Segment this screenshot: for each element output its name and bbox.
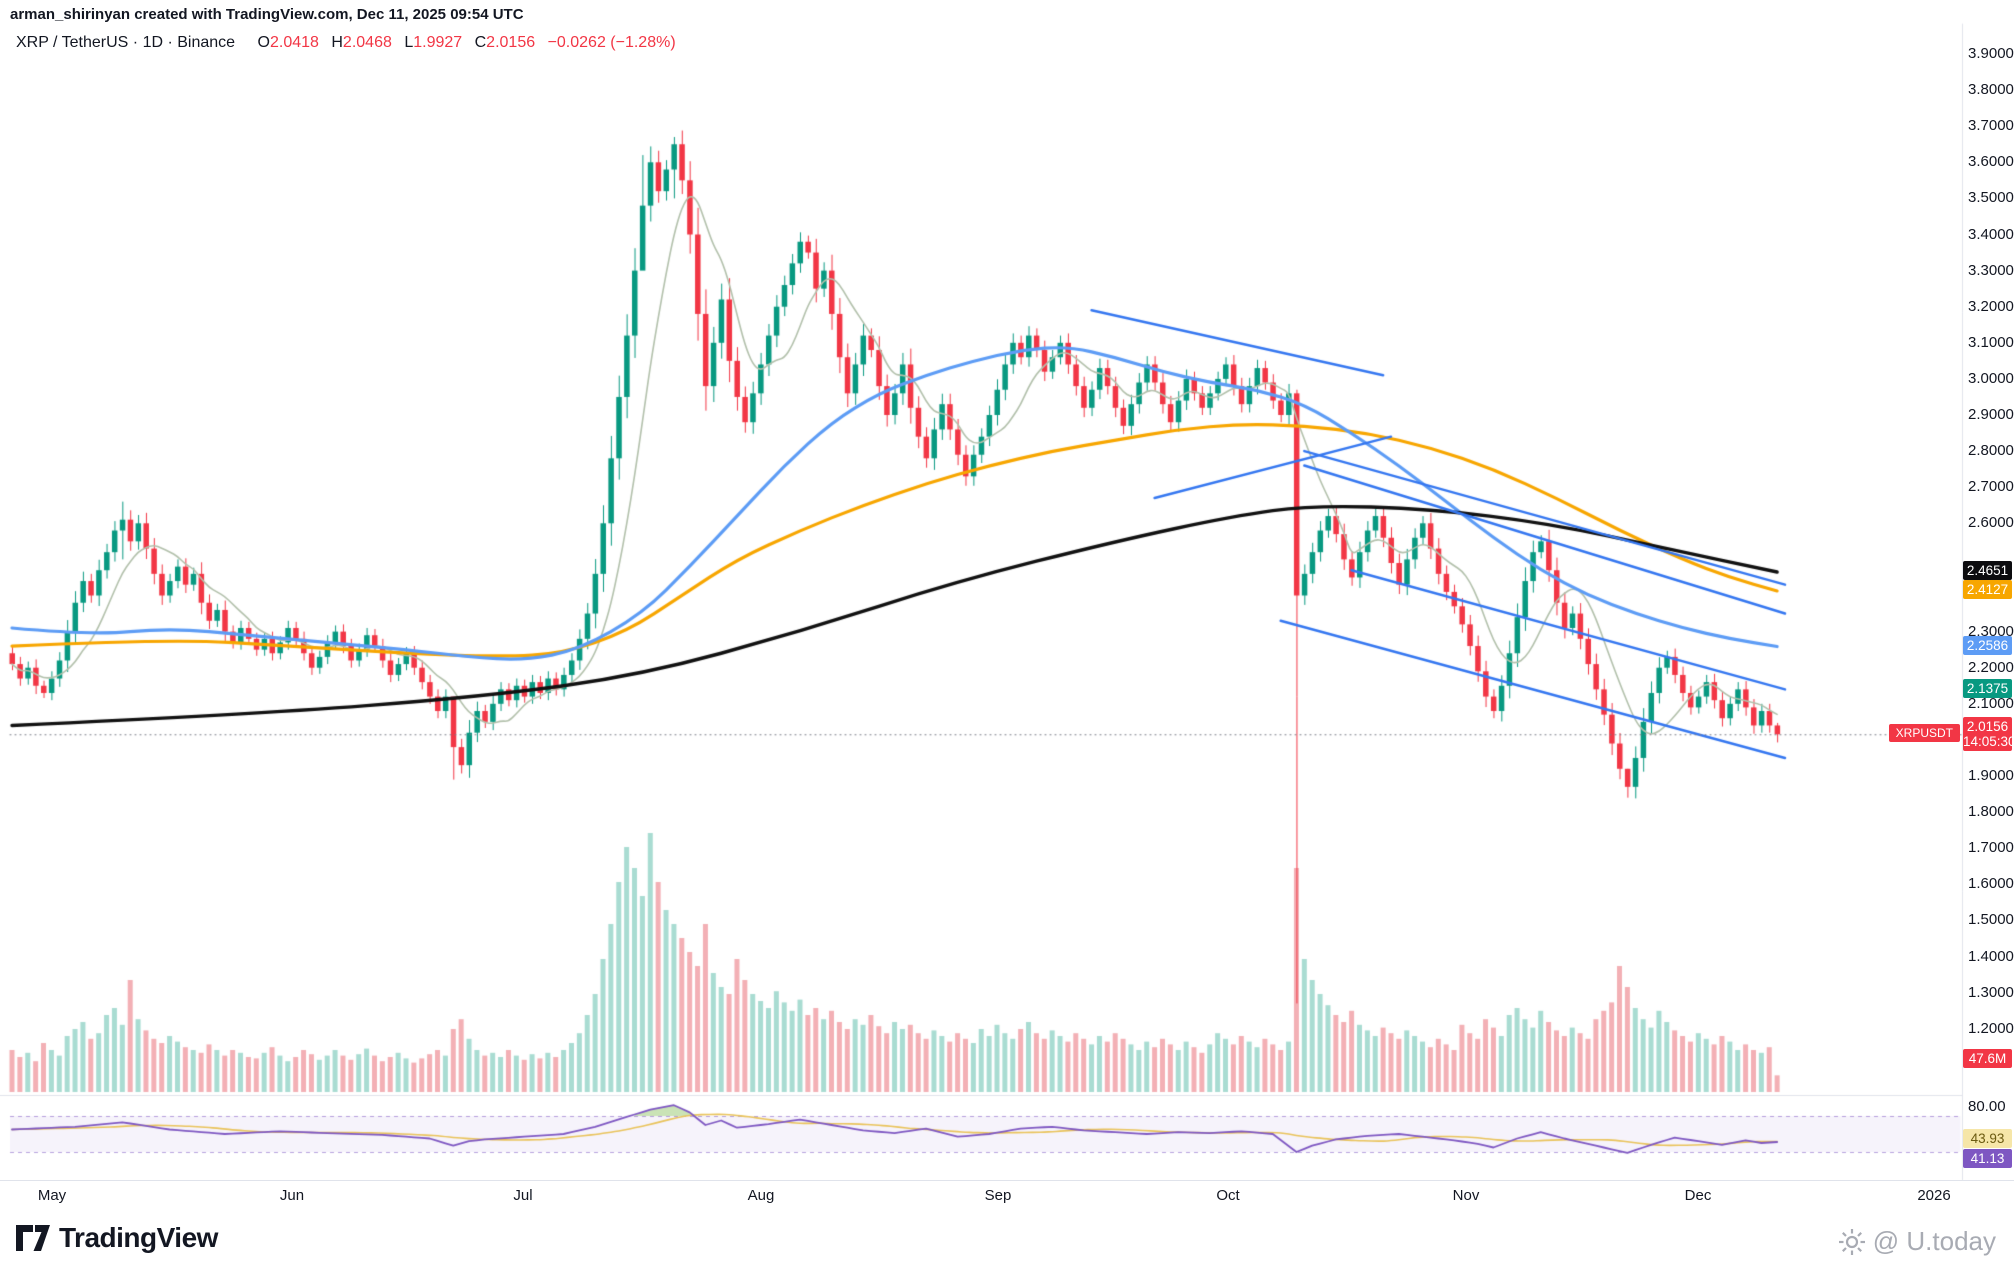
price-tick-label: 3.9000 [1968, 45, 2014, 62]
high-label: H [331, 34, 343, 51]
time-tick-label: Aug [747, 1187, 775, 1204]
price-tick-label: 2.3000 [1968, 622, 2014, 640]
price-tick-label: 3.7000 [1968, 117, 2014, 135]
low-label: L [404, 34, 414, 51]
price-tick-label: 3.5000 [1968, 189, 2014, 207]
price-tick-label: 1.6000 [1968, 875, 2014, 893]
price-tick-label: 2.9000 [1968, 406, 2014, 423]
close-value: 2.0156 [486, 34, 536, 51]
price-tick-label: 1.3000 [1968, 983, 2014, 1001]
price-tick-label: 1.4000 [1968, 947, 2014, 965]
time-tick-label: Jul [513, 1187, 533, 1204]
tradingview-logo[interactable]: TradingView [16, 1222, 218, 1254]
price-tick-label: 2.6000 [1968, 514, 2014, 532]
price-tick-label: 1.9000 [1968, 767, 2014, 784]
time-tick-label: 2026 [1917, 1187, 1951, 1204]
tradingview-logo-icon [16, 1225, 50, 1251]
price-tick-label: 1.2000 [1968, 1019, 2014, 1037]
chart-legend[interactable]: XRP / TetherUS · 1D · Binance O2.0418 H2… [16, 34, 676, 52]
price-tick-label: 2.8000 [1968, 442, 2014, 460]
utoday-logo-icon [1838, 1228, 1865, 1255]
time-tick-label: Oct [1216, 1187, 1240, 1204]
price-tick-label: 3.2000 [1968, 297, 2014, 315]
price-tick-label: 1.7000 [1968, 839, 2014, 857]
open-label: O [257, 34, 270, 51]
price-tick-label: 3.4000 [1968, 225, 2014, 243]
price-tick-label: 1.8000 [1968, 803, 2014, 821]
change-value: −0.0262 (−1.28%) [547, 34, 676, 51]
price-tick-label: 80.00 [1968, 1098, 2006, 1115]
utoday-watermark-text: @ U.today [1872, 1226, 1996, 1256]
price-tick-label: 3.1000 [1968, 333, 2014, 351]
time-tick-label: Nov [1452, 1187, 1480, 1204]
open-value: 2.0418 [269, 34, 319, 51]
close-label: C [474, 34, 487, 51]
time-tick-label: Dec [1684, 1187, 1712, 1204]
price-tick-label: 2.2000 [1968, 658, 2014, 676]
low-value: 1.9927 [413, 34, 463, 51]
price-tick-label: 3.6000 [1968, 153, 2014, 171]
price-tick-label: 3.3000 [1968, 261, 2014, 279]
price-tick-label: 2.7000 [1968, 478, 2014, 496]
price-tick-label: 2.1000 [1968, 694, 2014, 712]
time-axis[interactable]: May Jun Jul Aug Sep Oct Nov Dec 2026 [0, 1180, 2014, 1215]
price-tick-label: 3.8000 [1968, 81, 2014, 99]
price-tick-label: 3.0000 [1968, 369, 2014, 387]
attribution-text: arman_shirinyan created with TradingView… [10, 6, 524, 23]
tradingview-brand-text: TradingView [59, 1222, 218, 1253]
symbol-title[interactable]: XRP / TetherUS · 1D · Binance [16, 34, 236, 51]
time-tick-label: Jun [279, 1187, 305, 1204]
utoday-watermark: @ U.today [1838, 1226, 1996, 1257]
time-tick-label: May [37, 1187, 67, 1204]
time-tick-label: Sep [984, 1187, 1012, 1204]
price-tick-label: 1.5000 [1968, 911, 2014, 929]
high-value: 2.0468 [342, 34, 392, 51]
